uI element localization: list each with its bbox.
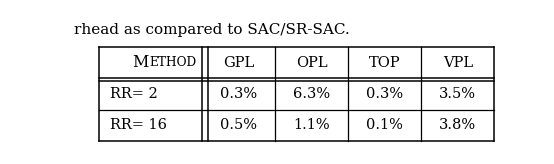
Text: 3.8%: 3.8% (439, 118, 476, 132)
Text: 6.3%: 6.3% (293, 87, 330, 101)
Text: OPL: OPL (296, 56, 327, 70)
Text: 0.5%: 0.5% (220, 118, 257, 132)
Text: ETHOD: ETHOD (150, 56, 197, 69)
Text: RR= 2: RR= 2 (110, 87, 158, 101)
Text: 0.1%: 0.1% (366, 118, 403, 132)
Text: 0.3%: 0.3% (366, 87, 403, 101)
Text: TOP: TOP (369, 56, 401, 70)
Text: 3.5%: 3.5% (439, 87, 476, 101)
Text: VPL: VPL (443, 56, 473, 70)
Text: RR= 16: RR= 16 (110, 118, 167, 132)
Text: 0.3%: 0.3% (220, 87, 257, 101)
Text: rhead as compared to SAC/SR-SAC.: rhead as compared to SAC/SR-SAC. (74, 23, 349, 37)
Text: GPL: GPL (223, 56, 254, 70)
Text: 1.1%: 1.1% (293, 118, 330, 132)
Text: M: M (132, 54, 148, 71)
